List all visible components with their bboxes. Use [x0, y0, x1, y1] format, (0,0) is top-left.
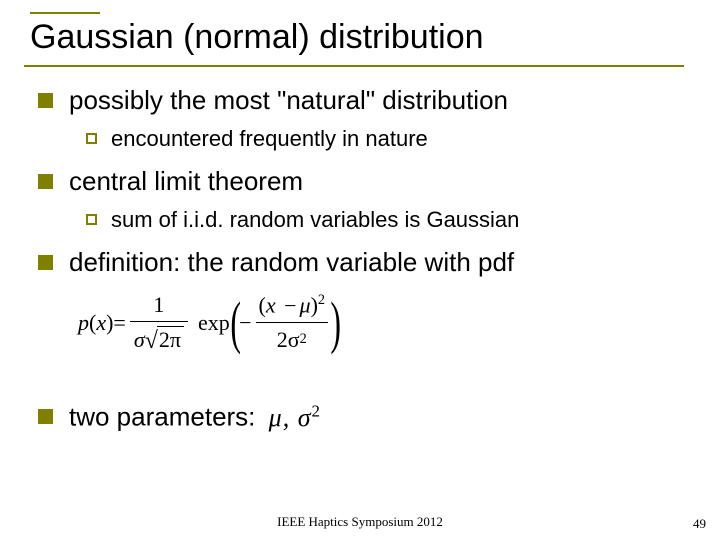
slide-title: Gaussian (normal) distribution [24, 14, 696, 59]
sym-eq: = [113, 310, 125, 336]
slide-body: possibly the most "natural" distribution… [24, 85, 696, 433]
bullet-2-sub: sum of i.i.d. random variables is Gaussi… [86, 207, 696, 233]
square-bullet-icon [38, 255, 53, 270]
slide: Gaussian (normal) distribution possibly … [0, 0, 720, 540]
frac1-num: 1 [150, 292, 167, 321]
bullet-3: definition: the random variable with pdf [38, 247, 696, 278]
sqrt: √ 2π [145, 326, 184, 353]
sym-close: ) [106, 310, 113, 336]
sym-x: x [96, 310, 106, 336]
fraction-1: 1 σ √ 2π [130, 292, 188, 353]
bullet-1-sub-text: encountered frequently in nature [111, 126, 428, 152]
fraction-2: (x −μ)2 2σ2 [256, 292, 329, 352]
footer-text: IEEE Haptics Symposium 2012 [0, 514, 720, 530]
sqrt-body: 2π [157, 326, 184, 353]
bullet-2-sub-text: sum of i.i.d. random variables is Gaussi… [111, 207, 519, 233]
bullet-1: possibly the most "natural" distribution [38, 85, 696, 116]
hollow-square-icon [86, 133, 97, 144]
square-bullet-icon [38, 174, 53, 189]
big-paren-right: ) [330, 294, 341, 352]
pdf-formula: p ( x ) = 1 σ √ 2π exp [78, 292, 696, 353]
hollow-square-icon [86, 214, 97, 225]
square-bullet-icon [38, 93, 53, 108]
bullet-4-text: two parameters: μ, σ2 [69, 401, 321, 433]
sym-exp: exp [198, 310, 230, 336]
bullet-1-text: possibly the most "natural" distribution [69, 85, 508, 116]
bullet-4: two parameters: μ, σ2 [38, 401, 696, 433]
title-rule-bottom [24, 65, 684, 67]
params-math: μ, σ2 [269, 403, 321, 432]
big-paren-left: ( [230, 294, 241, 352]
sym-sigma: σ [134, 327, 145, 353]
bullet-3-text: definition: the random variable with pdf [69, 247, 514, 278]
bullet-1-sub: encountered frequently in nature [86, 126, 696, 152]
bullet-2-text: central limit theorem [69, 166, 303, 197]
bullet-2: central limit theorem [38, 166, 696, 197]
square-bullet-icon [38, 409, 53, 424]
sym-p: p [78, 310, 89, 336]
page-number: 49 [693, 516, 706, 532]
